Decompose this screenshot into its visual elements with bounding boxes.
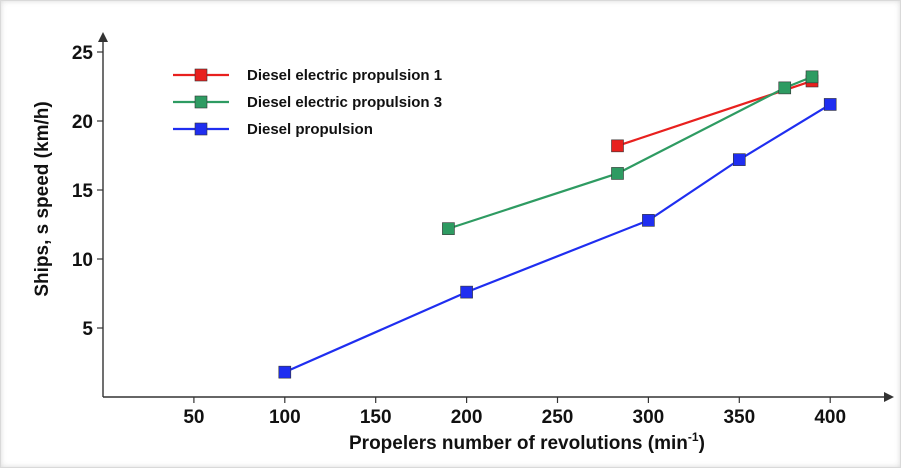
x-axis-title-end: ) [699, 433, 705, 454]
x-tick-label: 350 [723, 407, 755, 428]
y-axis-title: Ships, s speed (km/h) [32, 101, 53, 296]
legend-label: Diesel electric propulsion 1 [247, 67, 442, 84]
legend-label: Diesel electric propulsion 3 [247, 94, 442, 111]
data-point [642, 214, 655, 227]
legend-marker [194, 95, 208, 109]
x-tick-label: 400 [814, 407, 846, 428]
x-axis-title-main: Propelers number of revolutions (min [349, 433, 688, 454]
x-tick-label: 50 [183, 407, 204, 428]
data-point [823, 98, 837, 111]
legend-marker [194, 122, 208, 136]
x-tick-label: 250 [542, 407, 574, 428]
data-point [611, 139, 624, 153]
x-axis-title: Propelers number of revolutions (min-1) [349, 430, 705, 454]
legend-marker [194, 68, 208, 82]
y-tick-label: 5 [82, 319, 93, 340]
data-point [460, 285, 473, 299]
y-tick-label: 15 [72, 181, 94, 202]
y-tick-label: 10 [72, 250, 93, 271]
data-point [611, 167, 624, 180]
x-tick-label: 200 [451, 407, 483, 428]
series-group [278, 70, 837, 379]
legend: Diesel electric propulsion 1 Diesel elect… [173, 67, 442, 138]
series-line-2 [448, 75, 813, 230]
x-axis-title-sup: -1 [688, 430, 699, 444]
axes: 50 100 150 200 250 300 350 400 5 10 15 20 25 [72, 32, 894, 428]
data-point [805, 70, 819, 84]
x-tick-label: 150 [360, 407, 392, 428]
legend-label: Diesel propulsion [247, 121, 373, 138]
y-tick-label: 25 [72, 43, 94, 64]
x-tick-label: 300 [633, 407, 665, 428]
data-point [778, 81, 792, 95]
series-line-3 [284, 103, 831, 374]
data-point [442, 222, 455, 235]
data-point [732, 153, 746, 166]
y-tick-label: 20 [72, 112, 93, 133]
x-tick-label: 100 [269, 407, 301, 428]
data-point [278, 365, 292, 379]
